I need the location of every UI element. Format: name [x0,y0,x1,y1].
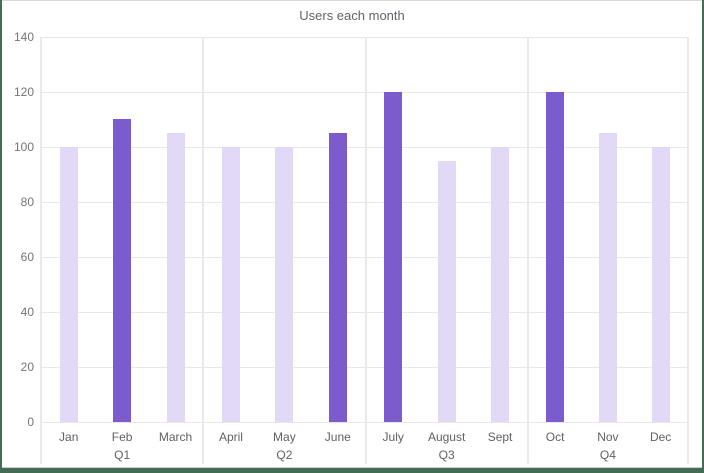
month-labels-row: April May June [204,426,364,448]
bar-slot-may [258,147,311,422]
quarter-group-q3: July August Sept Q3 [364,37,527,464]
y-tick-label-60: 60 [20,250,34,264]
y-tick-label-40: 40 [20,305,34,319]
bar-slot-nov [582,133,635,422]
quarter-group-q1: Jan Feb March Q1 [40,37,202,464]
quarter-label-q4: Q4 [599,448,616,462]
month-labels-row: July August Sept [367,426,527,448]
month-label-dec: Dec [649,430,672,444]
chart-title: Users each month [299,8,405,23]
month-label-jan: Jan [59,430,79,444]
quarter-group-q4: Oct Nov Dec Q4 [526,37,689,464]
bar-may [275,147,294,422]
bar-slot-jan [42,147,95,422]
y-tick-label-100: 100 [13,140,34,154]
month-label-july: July [382,430,404,444]
month-label-may: May [273,430,296,444]
plot-area: Jan Feb March Q1 April May June Q2 July August Sep… [40,37,689,464]
quarter-group-q2: April May June Q2 [202,37,364,464]
month-label-nov: Nov [597,430,619,444]
bar-jan [59,147,78,422]
bar-slot-dec [634,147,687,422]
bar-oct [546,92,565,422]
bar-april [221,147,240,422]
bar-june [328,133,347,422]
month-label-march: March [158,430,193,444]
bars-row [42,37,202,422]
month-labels-row: Jan Feb March [42,426,202,448]
month-label-feb: Feb [111,430,133,444]
bars-row [204,37,364,422]
bar-sept [491,147,510,422]
bar-slot-feb [95,119,148,422]
bar-slot-march [149,133,202,422]
bar-feb [113,119,132,422]
bar-slot-june [311,133,364,422]
y-tick-label-0: 0 [27,415,34,429]
bar-slot-oct [529,92,582,422]
y-tick-label-20: 20 [20,360,34,374]
bar-nov [598,133,617,422]
bar-slot-april [204,147,257,422]
month-label-august: August [427,430,466,444]
month-labels-row: Oct Nov Dec [529,426,687,448]
bar-july [384,92,403,422]
y-axis-labels: 0 20 40 60 80 100 120 140 [2,1,702,467]
y-tick-label-80: 80 [20,195,34,209]
bar-august [437,161,456,422]
bar-dec [651,147,670,422]
quarter-label-q3: Q3 [438,448,455,462]
month-label-april: April [218,430,243,444]
bar-slot-sept [473,147,526,422]
bar-slot-august [420,161,473,422]
month-label-sept: Sept [487,430,513,444]
quarter-label-q2: Q2 [276,448,293,462]
y-tick-label-140: 140 [13,30,34,44]
bar-slot-july [367,92,420,422]
bars-row [367,37,527,422]
bars-row [529,37,687,422]
bar-march [166,133,185,422]
month-label-june: June [324,430,351,444]
y-tick-label-120: 120 [13,85,34,99]
quarter-label-q1: Q1 [114,448,131,462]
month-label-oct: Oct [545,430,565,444]
